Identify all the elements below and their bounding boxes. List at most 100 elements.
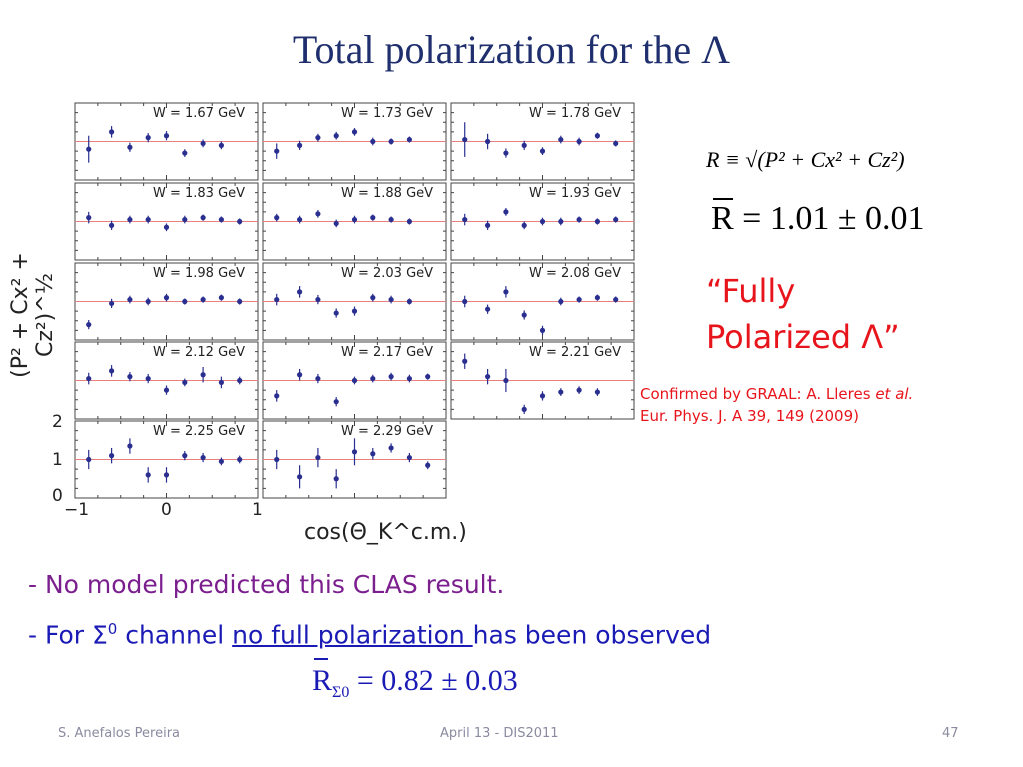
data-point	[485, 138, 491, 145]
data-point	[539, 327, 546, 333]
data-point	[558, 218, 564, 225]
panel-1: W = 1.73 GeV	[262, 102, 447, 181]
data-point	[200, 215, 206, 221]
data-point	[182, 298, 188, 305]
panel-label: W = 2.03 GeV	[341, 266, 433, 281]
x-tick-label-1: 1	[252, 500, 263, 520]
panel-label: W = 2.08 GeV	[529, 266, 621, 281]
y-tick-label-1: 1	[52, 450, 63, 470]
data-point	[388, 374, 394, 380]
data-point	[127, 296, 133, 303]
panel-label: W = 1.93 GeV	[529, 186, 621, 201]
data-point	[182, 453, 188, 459]
data-point	[333, 220, 339, 227]
footer-page-number: 47	[942, 726, 959, 741]
data-point	[297, 289, 303, 295]
data-point	[406, 218, 412, 225]
data-point	[182, 379, 188, 386]
panel-label: W = 1.83 GeV	[153, 186, 245, 201]
panel-2: W = 1.78 GeV	[450, 102, 635, 181]
equation-r-result-text: R = 1.01 ± 0.01	[711, 200, 925, 237]
data-point	[521, 312, 527, 318]
data-point	[109, 453, 115, 459]
data-point	[297, 142, 303, 148]
data-point	[218, 142, 224, 148]
data-point	[163, 295, 170, 301]
data-point	[594, 389, 601, 395]
panel-10: W = 2.17 GeV	[262, 341, 447, 420]
panel-label: W = 2.12 GeV	[153, 345, 245, 360]
equation-sigma-result: RΣ0 = 0.82 ± 0.03	[312, 658, 518, 702]
x-tick-label-minus1: −1	[64, 500, 90, 520]
data-point	[315, 375, 321, 382]
data-point	[218, 379, 224, 386]
data-point	[182, 150, 188, 156]
data-point	[200, 454, 206, 461]
data-point	[218, 216, 224, 223]
bullet2-underlined: no full polarization	[232, 620, 473, 650]
data-point	[145, 216, 151, 223]
panel-label: W = 1.73 GeV	[341, 106, 433, 121]
data-point	[558, 298, 564, 305]
graal-reference-line-2: Eur. Phys. J. A 39, 149 (2009)	[640, 407, 859, 425]
data-point	[388, 296, 394, 303]
data-point	[351, 377, 358, 384]
data-point	[539, 148, 546, 154]
data-point	[333, 310, 339, 316]
data-point	[613, 216, 619, 223]
data-point	[127, 374, 133, 380]
data-point	[351, 216, 358, 223]
data-point	[182, 216, 188, 223]
data-point	[274, 215, 280, 221]
data-point	[503, 377, 509, 384]
data-point	[86, 375, 92, 382]
data-point	[388, 138, 394, 145]
data-point	[145, 375, 151, 382]
data-point	[503, 150, 509, 156]
y-tick-label-2: 2	[52, 412, 63, 432]
panel-11: W = 2.21 GeV	[450, 341, 635, 420]
data-point	[370, 295, 376, 301]
panel-3: W = 1.83 GeV	[74, 182, 259, 261]
data-point	[594, 133, 601, 139]
panel-label: W = 2.25 GeV	[153, 424, 245, 439]
data-point	[370, 375, 376, 382]
data-point	[200, 296, 206, 303]
panel-label: W = 2.29 GeV	[341, 424, 433, 439]
data-point	[425, 462, 431, 468]
data-point	[558, 389, 564, 395]
data-point	[109, 368, 115, 374]
data-point	[297, 474, 303, 480]
data-point	[351, 449, 358, 455]
data-point	[127, 443, 133, 449]
equation-r-result: R = 1.01 ± 0.01	[711, 198, 925, 238]
data-point	[594, 295, 601, 301]
panel-8: W = 2.08 GeV	[450, 262, 635, 341]
panel-label: W = 2.21 GeV	[529, 345, 621, 360]
data-point	[613, 140, 619, 147]
fully-line-2: Polarized Λ”	[706, 318, 900, 356]
y-axis-title: (P² + Cx² + Cz²)^½	[8, 252, 58, 378]
data-point	[370, 451, 376, 457]
data-point	[333, 476, 339, 482]
data-point	[539, 218, 546, 225]
data-point	[485, 374, 491, 380]
bullet-no-model: - No model predicted this CLAS result.	[28, 570, 505, 599]
data-point	[485, 306, 491, 312]
data-point	[237, 377, 243, 384]
overline	[314, 658, 328, 660]
x-tick-label-0: 0	[161, 500, 172, 520]
data-point	[163, 387, 170, 393]
data-point	[406, 298, 412, 305]
data-point	[237, 218, 243, 225]
data-point	[406, 454, 412, 461]
panel-label: W = 1.67 GeV	[153, 106, 245, 121]
data-point	[462, 216, 468, 223]
data-point	[274, 456, 280, 463]
bullet2-sup: 0	[107, 620, 118, 638]
data-point	[200, 372, 206, 378]
data-point	[425, 374, 431, 380]
data-point	[576, 387, 582, 393]
data-point	[297, 372, 303, 378]
panel-5: W = 1.93 GeV	[450, 182, 635, 261]
